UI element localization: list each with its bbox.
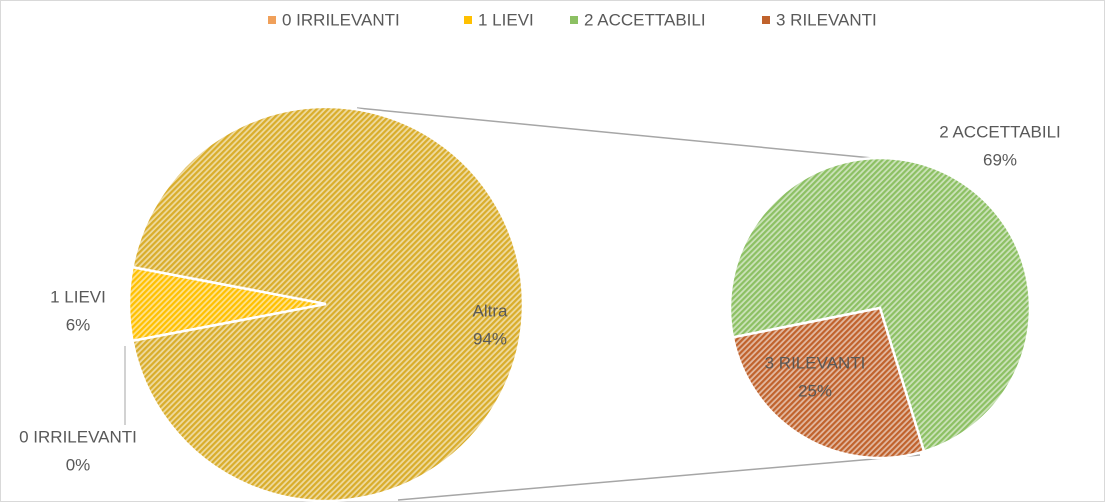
- pie-slice: [728, 156, 1032, 453]
- data-label: Altra: [473, 301, 509, 320]
- data-label: 0 IRRILEVANTI: [19, 427, 137, 446]
- data-label: 25%: [798, 381, 832, 400]
- legend-marker: [268, 16, 276, 24]
- legend-label: 3 RILEVANTI: [776, 10, 877, 29]
- data-label: 94%: [473, 329, 507, 348]
- pie-slice: [731, 306, 926, 460]
- connector-line: [397, 454, 921, 501]
- data-label: 6%: [66, 315, 91, 334]
- data-label: 2 ACCETTABILI: [939, 122, 1061, 141]
- connector-line: [356, 107, 873, 159]
- legend-marker: [762, 16, 770, 24]
- legend-marker: [464, 16, 472, 24]
- data-label: 0%: [66, 455, 91, 474]
- legend-label: 2 ACCETTABILI: [584, 10, 706, 29]
- pie-slice: [131, 105, 525, 502]
- data-label: 1 LIEVI: [50, 287, 106, 306]
- legend-marker: [570, 16, 578, 24]
- legend-label: 1 LIEVI: [478, 10, 534, 29]
- data-label: 3 RILEVANTI: [765, 353, 866, 372]
- data-label: 69%: [983, 150, 1017, 169]
- legend-label: 0 IRRILEVANTI: [282, 10, 400, 29]
